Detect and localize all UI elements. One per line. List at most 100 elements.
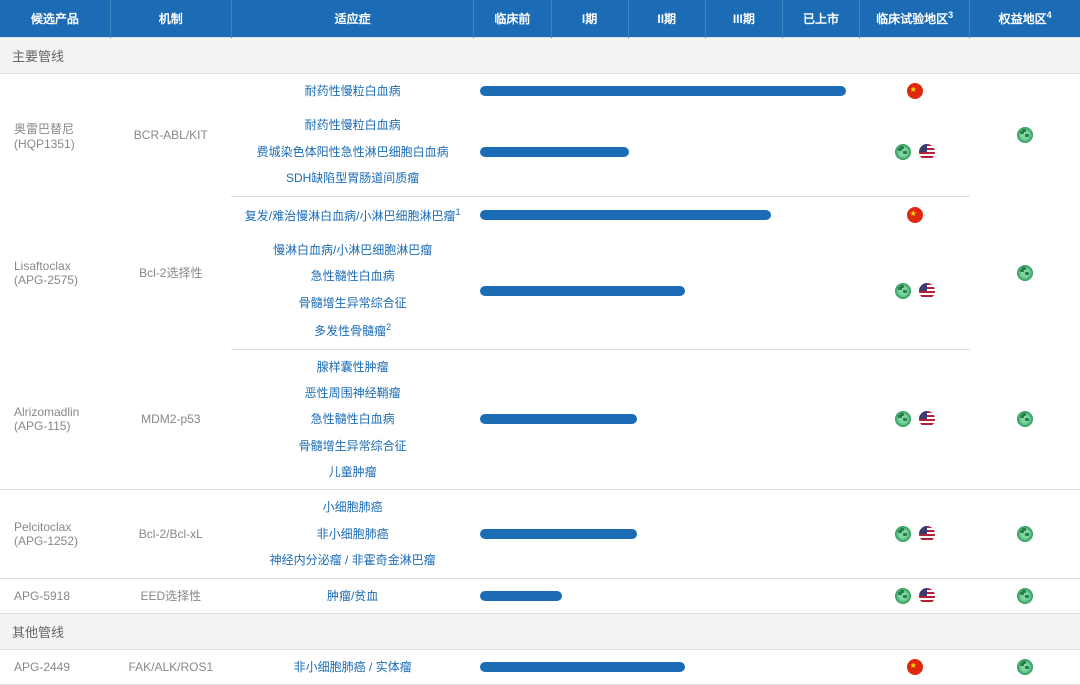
section-header: 其他管线 <box>0 614 1080 650</box>
globe-icon <box>895 283 911 299</box>
indication-text: 骨髓增生异常综合征 <box>237 290 467 316</box>
globe-icon <box>895 411 911 427</box>
trial-region-cell <box>860 108 970 196</box>
table-body: 主要管线奥雷巴替尼(HQP1351)BCR-ABL/KIT耐药性慢粒白血病耐药性… <box>0 38 1080 685</box>
header-candidate: 候选产品 <box>0 0 110 38</box>
rights-region-cell <box>970 578 1080 613</box>
table-row: Alrizomadlin(APG-115)MDM2-p53腺样囊性肿瘤恶性周围神… <box>0 349 1080 490</box>
indication-text: 非小细胞肺癌 / 实体瘤 <box>237 654 467 680</box>
mechanism-cell: BCR-ABL/KIT <box>110 74 231 197</box>
trial-region-cell <box>860 349 970 490</box>
rights-region-cell <box>970 650 1080 685</box>
table-row: Pelcitoclax(APG-1252)Bcl-2/Bcl-xL小细胞肺癌非小… <box>0 490 1080 578</box>
indication-text: 复发/难治慢淋白血病/小淋巴细胞淋巴瘤1 <box>237 201 467 229</box>
china-flag-icon <box>907 83 923 99</box>
progress-bar-track <box>480 414 854 424</box>
header-preclinical: 临床前 <box>474 0 551 38</box>
progress-bar-track <box>480 210 854 220</box>
header-mechanism: 机制 <box>110 0 231 38</box>
table-row: APG-5918EED选择性肿瘤/贫血 <box>0 578 1080 613</box>
section-header: 主要管线 <box>0 38 1080 74</box>
candidate-name: Alrizomadlin(APG-115) <box>0 349 110 490</box>
mechanism-cell: Bcl-2选择性 <box>110 196 231 349</box>
phase-bar-cell <box>474 196 860 233</box>
indication-cell: 非小细胞肺癌 / 实体瘤 <box>231 650 473 685</box>
indication-text: 急性髓性白血病 <box>237 263 467 289</box>
progress-bar <box>480 591 562 601</box>
indication-text: 耐药性慢粒白血病 <box>237 78 467 104</box>
indication-cell: 慢淋白血病/小淋巴细胞淋巴瘤急性髓性白血病骨髓增生异常综合征多发性骨髓瘤2 <box>231 233 473 349</box>
candidate-name: 奥雷巴替尼(HQP1351) <box>0 74 110 197</box>
indication-cell: 小细胞肺癌非小细胞肺癌神经内分泌瘤 / 非霍奇金淋巴瘤 <box>231 490 473 578</box>
indication-text: 非小细胞肺癌 <box>237 521 467 547</box>
phase-bar-cell <box>474 578 860 613</box>
indication-text: 急性髓性白血病 <box>237 406 467 432</box>
header-indication: 适应症 <box>231 0 473 38</box>
indication-text: 小细胞肺癌 <box>237 494 467 520</box>
phase-bar-cell <box>474 349 860 490</box>
table-header: 候选产品 机制 适应症 临床前 I期 II期 III期 已上市 临床试验地区3 … <box>0 0 1080 38</box>
progress-bar-track <box>480 86 854 96</box>
mechanism-cell: MDM2-p53 <box>110 349 231 490</box>
trial-region-cell <box>860 490 970 578</box>
trial-region-cell <box>860 578 970 613</box>
table-row: APG-2449FAK/ALK/ROS1非小细胞肺癌 / 实体瘤 <box>0 650 1080 685</box>
globe-icon <box>1017 411 1033 427</box>
header-phase3: III期 <box>705 0 782 38</box>
progress-bar <box>480 414 637 424</box>
progress-bar <box>480 529 637 539</box>
globe-icon <box>895 526 911 542</box>
indication-text: 骨髓增生异常综合征 <box>237 433 467 459</box>
rights-region-cell <box>970 490 1080 578</box>
progress-bar <box>480 86 846 96</box>
globe-icon <box>1017 265 1033 281</box>
progress-bar-track <box>480 591 854 601</box>
indication-cell: 耐药性慢粒白血病费城染色体阳性急性淋巴细胞白血病SDH缺陷型胃肠道间质瘤 <box>231 108 473 196</box>
indication-text: 费城染色体阳性急性淋巴细胞白血病 <box>237 139 467 165</box>
table-row: Lisaftoclax(APG-2575)Bcl-2选择性复发/难治慢淋白血病/… <box>0 196 1080 233</box>
candidate-name: APG-2449 <box>0 650 110 685</box>
progress-bar-track <box>480 147 854 157</box>
mechanism-cell: EED选择性 <box>110 578 231 613</box>
table-row: 奥雷巴替尼(HQP1351)BCR-ABL/KIT耐药性慢粒白血病 <box>0 74 1080 109</box>
globe-icon <box>1017 526 1033 542</box>
globe-icon <box>1017 127 1033 143</box>
header-trial-region: 临床试验地区3 <box>860 0 970 38</box>
indication-cell: 复发/难治慢淋白血病/小淋巴细胞淋巴瘤1 <box>231 196 473 233</box>
progress-bar <box>480 210 771 220</box>
pipeline-table: 候选产品 机制 适应症 临床前 I期 II期 III期 已上市 临床试验地区3 … <box>0 0 1080 685</box>
usa-flag-icon <box>919 144 935 160</box>
header-rights-region: 权益地区4 <box>970 0 1080 38</box>
mechanism-cell: Bcl-2/Bcl-xL <box>110 490 231 578</box>
header-marketed: 已上市 <box>782 0 859 38</box>
indication-cell: 耐药性慢粒白血病 <box>231 74 473 109</box>
rights-region-cell <box>970 74 1080 197</box>
trial-region-cell <box>860 650 970 685</box>
china-flag-icon <box>907 207 923 223</box>
indication-text: 耐药性慢粒白血病 <box>237 112 467 138</box>
globe-icon <box>895 588 911 604</box>
progress-bar <box>480 662 686 672</box>
phase-bar-cell <box>474 74 860 109</box>
usa-flag-icon <box>919 283 935 299</box>
indication-text: SDH缺陷型胃肠道间质瘤 <box>237 165 467 191</box>
section-label: 其他管线 <box>0 614 1080 650</box>
phase-bar-cell <box>474 490 860 578</box>
phase-bar-cell <box>474 108 860 196</box>
phase-bar-cell <box>474 650 860 685</box>
section-label: 主要管线 <box>0 38 1080 74</box>
rights-region-cell <box>970 196 1080 349</box>
trial-region-cell <box>860 196 970 233</box>
china-flag-icon <box>907 659 923 675</box>
indication-text: 多发性骨髓瘤2 <box>237 316 467 344</box>
candidate-name: Pelcitoclax(APG-1252) <box>0 490 110 578</box>
indication-cell: 肿瘤/贫血 <box>231 578 473 613</box>
candidate-name: Lisaftoclax(APG-2575) <box>0 196 110 349</box>
progress-bar <box>480 286 686 296</box>
progress-bar <box>480 147 629 157</box>
progress-bar-track <box>480 529 854 539</box>
indication-cell: 腺样囊性肿瘤恶性周围神经鞘瘤急性髓性白血病骨髓增生异常综合征儿童肿瘤 <box>231 349 473 490</box>
phase-bar-cell <box>474 233 860 349</box>
progress-bar-track <box>480 286 854 296</box>
header-phase2: II期 <box>628 0 705 38</box>
